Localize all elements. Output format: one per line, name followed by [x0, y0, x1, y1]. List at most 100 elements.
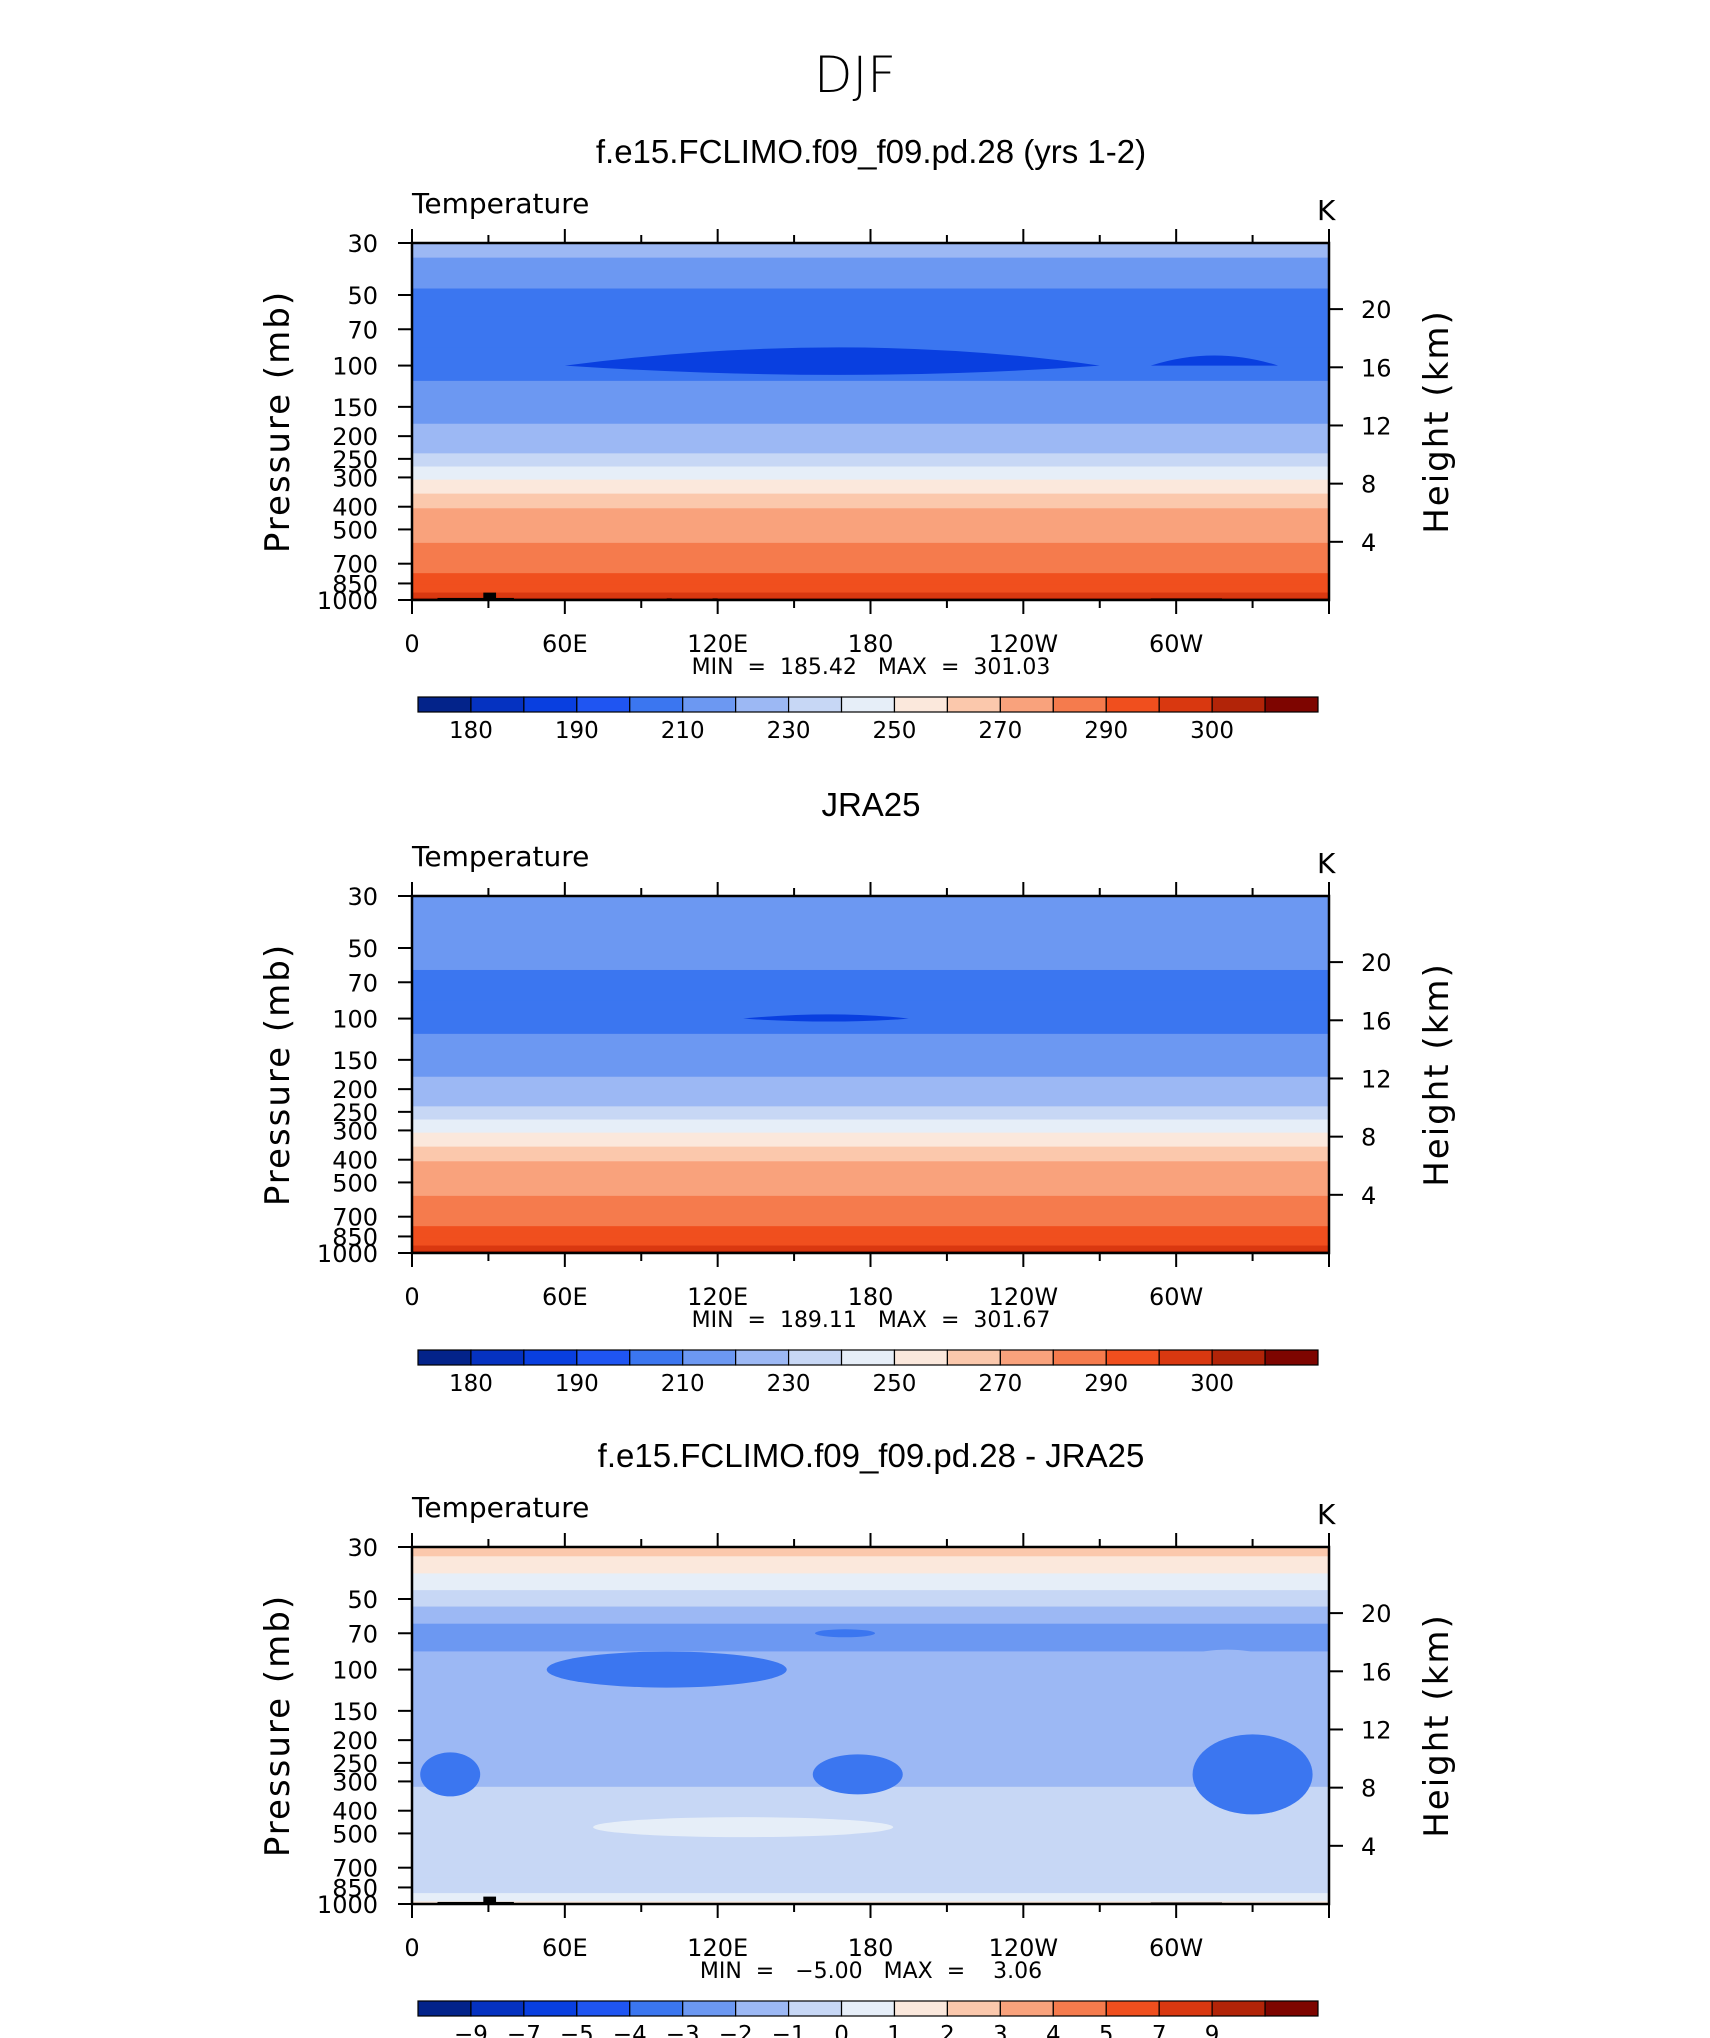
contour-band — [412, 1178, 1329, 1197]
y-tick-label: 70 — [347, 316, 378, 344]
y-axis-label: Pressure (mb) — [258, 1594, 298, 1857]
y-right-tick-label: 8 — [1361, 1775, 1376, 1803]
y-tick-label: 850 — [332, 1223, 378, 1251]
y-right-tick-label: 16 — [1361, 1658, 1392, 1686]
colorbar-label: 5 — [1099, 2022, 1114, 2038]
contour-band — [412, 1226, 1329, 1239]
colorbar-swatch — [999, 1349, 1054, 1366]
y-tick-label: 250 — [332, 1099, 378, 1127]
colorbar-label: 300 — [1190, 1371, 1234, 1397]
cold-core-blob — [564, 347, 1100, 375]
variable-label: Temperature — [411, 1491, 589, 1524]
y-tick-label: 200 — [332, 423, 378, 451]
colorbar-swatch — [946, 2000, 1001, 2017]
colorbar-swatch — [470, 2000, 525, 2017]
colorbar-label: 190 — [555, 718, 599, 744]
x-tick-label: 60W — [1149, 1934, 1203, 1962]
colorbar-swatch — [1264, 696, 1319, 713]
colorbar-swatch — [1158, 1349, 1213, 1366]
contour-band — [412, 406, 1329, 425]
contour-band — [412, 380, 1329, 407]
colorbar-swatch — [787, 696, 843, 713]
x-tick-label: 60E — [542, 630, 588, 658]
y-tick-label: 500 — [332, 1820, 378, 1848]
x-tick-label: 60E — [542, 1934, 588, 1962]
contour-band — [412, 1033, 1329, 1060]
y-tick-label: 150 — [332, 1047, 378, 1075]
anomaly-blob — [546, 1651, 787, 1688]
colorbar-swatch — [840, 2000, 896, 2017]
y-tick-label: 200 — [332, 1727, 378, 1755]
y-right-tick-label: 16 — [1361, 1007, 1392, 1035]
colorbar-label: 210 — [661, 718, 705, 744]
colorbar-label: 9 — [1205, 2022, 1220, 2038]
colorbar-label: −3 — [666, 2022, 700, 2038]
colorbar-swatch — [999, 2000, 1054, 2017]
y-right-tick-label: 12 — [1361, 1716, 1392, 1744]
contour-band — [412, 438, 1329, 454]
colorbar-swatch — [787, 1349, 843, 1366]
colorbar-swatch — [682, 2000, 737, 2017]
variable-label: Temperature — [411, 840, 589, 873]
x-tick-label: 180 — [848, 1934, 894, 1962]
contour-band — [412, 969, 1329, 1002]
y-tick-label: 250 — [332, 1750, 378, 1778]
anomaly-blob — [1192, 1734, 1313, 1815]
min-max-annotation: MIN = −5.00 MAX = 3.06 — [700, 1959, 1042, 1984]
y-tick-label: 150 — [332, 394, 378, 422]
colorbar-swatch — [682, 1349, 737, 1366]
colorbar-label: 230 — [767, 718, 811, 744]
colorbar-swatch — [735, 696, 790, 713]
y-tick-label: 400 — [332, 494, 378, 522]
colorbar-swatch — [999, 696, 1054, 713]
contour-band — [412, 910, 1329, 943]
y-tick-label: 500 — [332, 1169, 378, 1197]
contour-band — [412, 257, 1329, 290]
colorbar-swatch — [1211, 2000, 1266, 2017]
colorbar-swatch — [576, 2000, 631, 2017]
chart-panel-2: JRA25 Temperature K 0 60E 120E 180 120W 60W 30 50 7… — [258, 786, 1457, 1397]
colorbar-label: 230 — [767, 1371, 811, 1397]
contour-band — [412, 1195, 1329, 1213]
y-right-tick-label: 20 — [1361, 296, 1392, 324]
contour-band — [412, 1059, 1329, 1078]
y-tick-label: 850 — [332, 570, 378, 598]
anomaly-blob — [1172, 1649, 1283, 1690]
colorbar-label: 2 — [940, 2022, 955, 2038]
contour-band — [412, 896, 1329, 912]
y-tick-label: 30 — [347, 230, 378, 258]
contour-band — [412, 423, 1329, 439]
colorbar-swatch — [1052, 1349, 1107, 1366]
contour-band — [412, 1556, 1329, 1575]
colorbar-label: 190 — [555, 1371, 599, 1397]
colorbar-swatch — [946, 1349, 1001, 1366]
y-axis-label: Pressure (mb) — [258, 290, 298, 553]
contour-band — [412, 466, 1329, 481]
contour-band — [412, 542, 1329, 560]
x-tick-label: 120W — [989, 1934, 1059, 1962]
units-label: K — [1317, 1498, 1336, 1531]
y-right-tick-label: 12 — [1361, 1065, 1392, 1093]
y-tick-label: 50 — [347, 282, 378, 310]
colorbar-swatch — [1264, 1349, 1319, 1366]
colorbar-swatch — [1105, 1349, 1160, 1366]
colorbar-swatch — [523, 1349, 578, 1366]
chart-panel-3: f.e15.FCLIMO.f09_f09.pd.28 - JRA25 Temper… — [258, 1437, 1457, 2038]
colorbar-swatch — [1211, 1349, 1266, 1366]
figure-title: DJF — [814, 46, 896, 104]
y-tick-label: 30 — [347, 1534, 378, 1562]
colorbar-swatch — [470, 1349, 525, 1366]
contour-band — [412, 1091, 1329, 1107]
contour-band — [412, 316, 1329, 349]
y-tick-label: 100 — [332, 1006, 378, 1034]
contour-band — [412, 493, 1329, 509]
colorbar-label: −5 — [560, 2022, 594, 2038]
contour-band — [412, 1132, 1329, 1148]
contour-band — [412, 1146, 1329, 1162]
colorbar-label: −1 — [772, 2022, 806, 2038]
x-tick-label: 120E — [687, 1283, 748, 1311]
colorbar-label: 180 — [449, 718, 493, 744]
colorbar-swatch — [840, 1349, 896, 1366]
y-right-tick-label: 20 — [1361, 1600, 1392, 1628]
topography — [483, 1896, 497, 1904]
